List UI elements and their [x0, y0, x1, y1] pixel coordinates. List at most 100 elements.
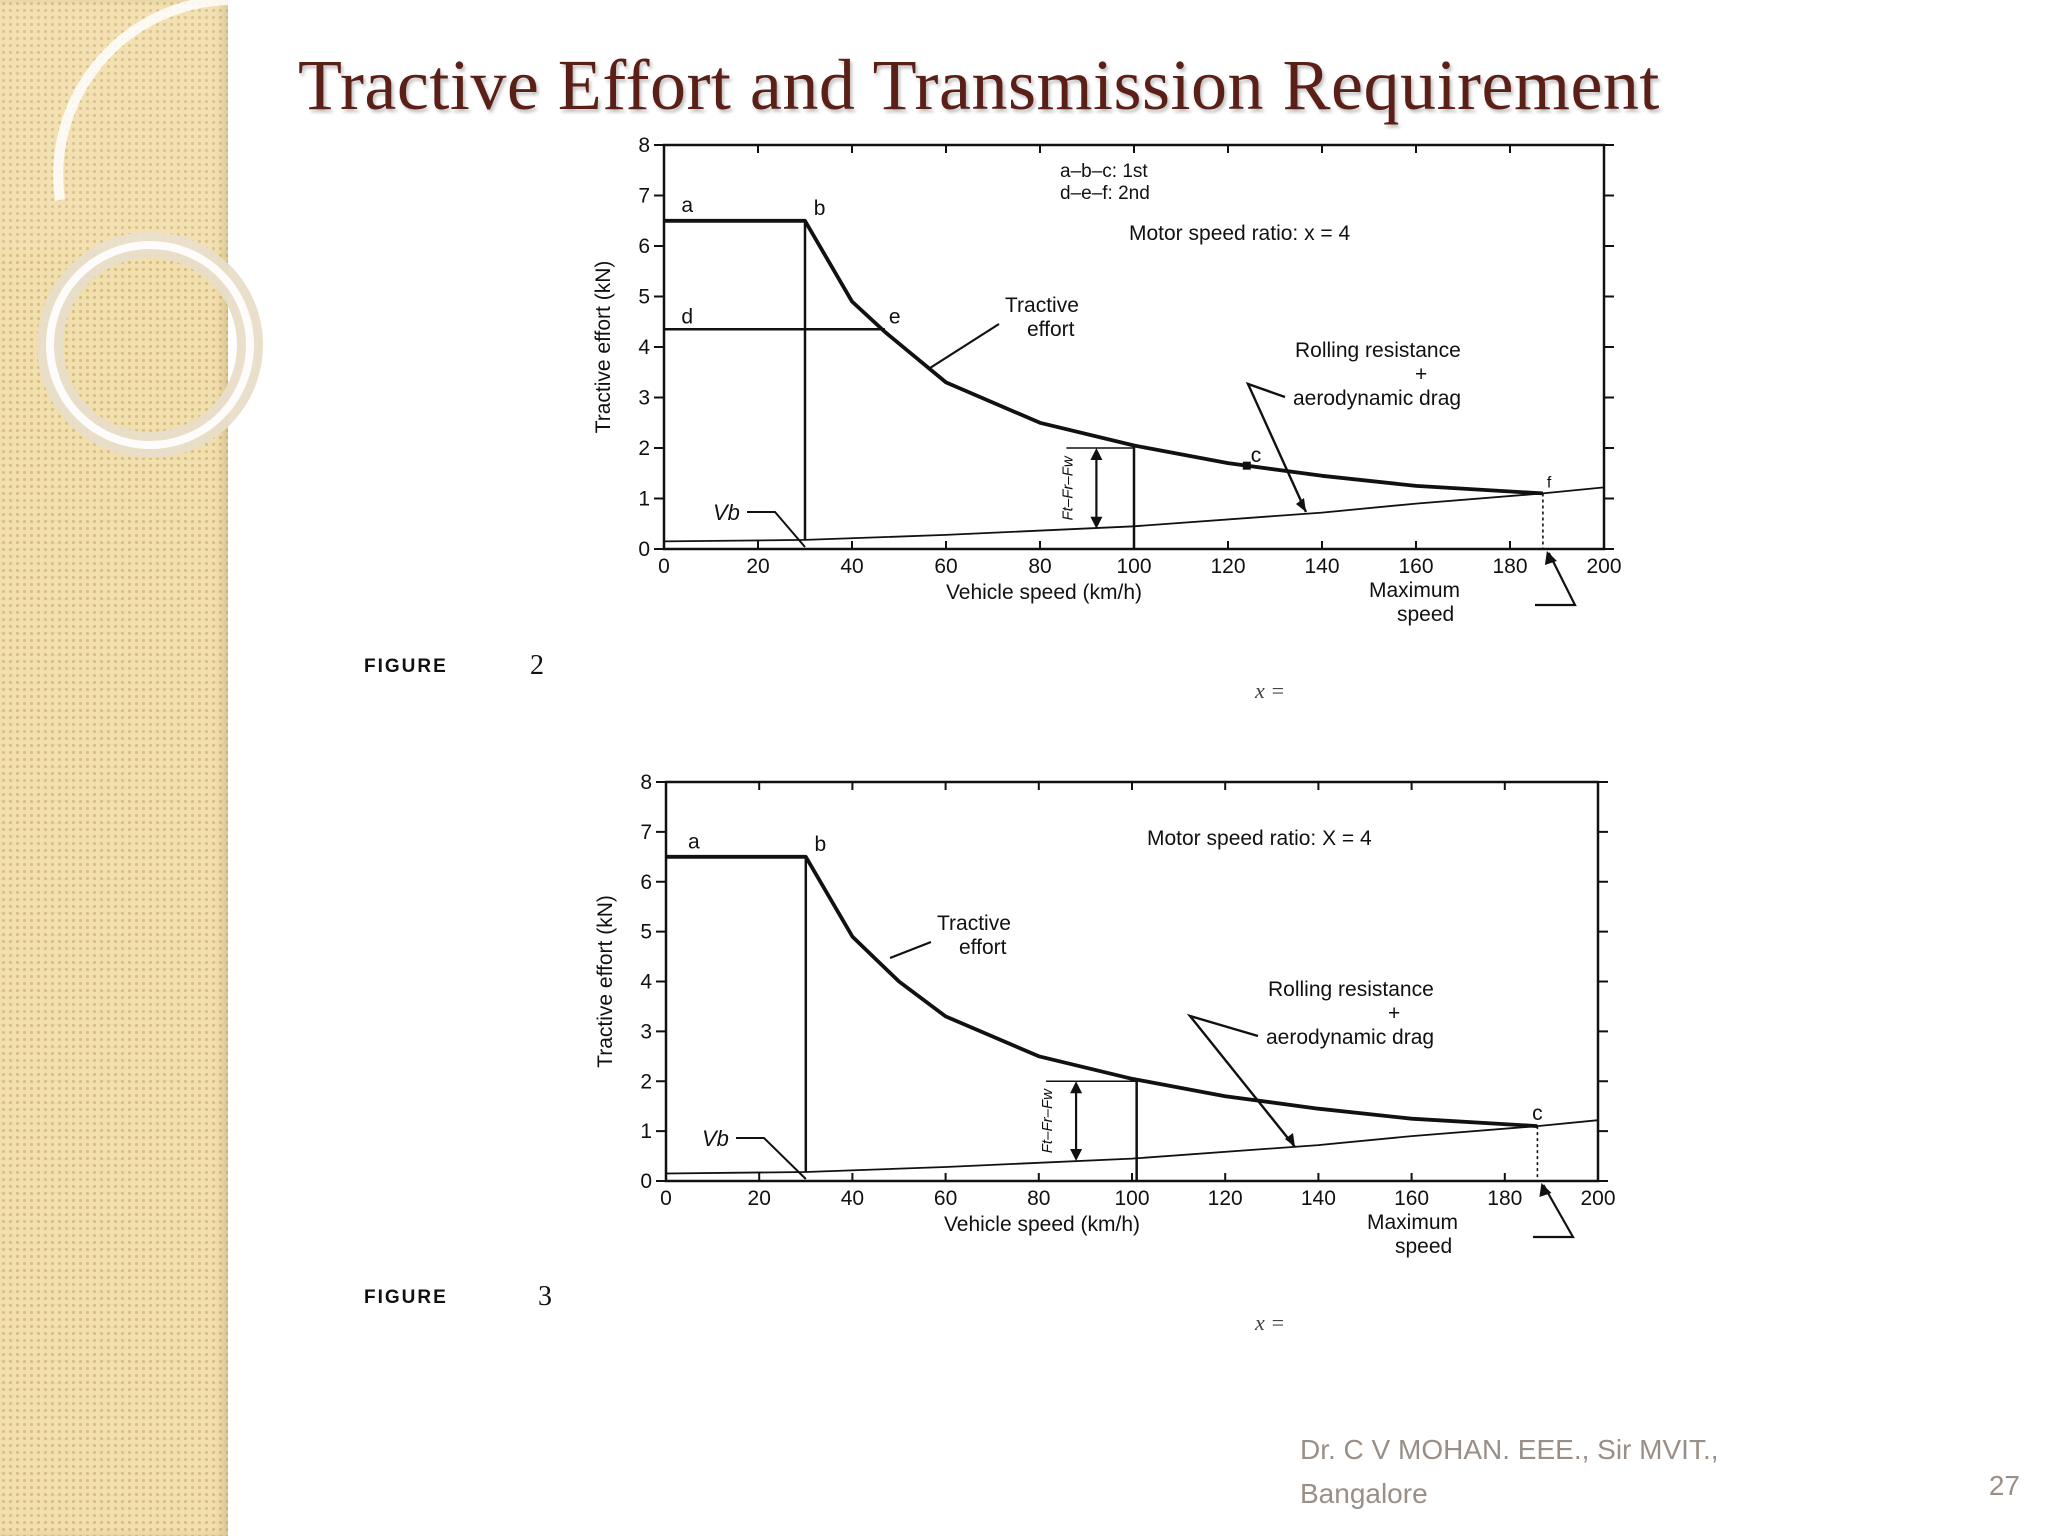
- max-speed-label-line-2: speed: [1397, 603, 1454, 626]
- max-speed-label-line-2: speed: [1395, 1235, 1452, 1258]
- max-speed-leader: [1533, 1184, 1575, 1239]
- vb-label: Vb: [702, 1126, 729, 1151]
- series-line-rolling-resistance-aerodynamic-drag: [665, 1119, 1599, 1175]
- x-tick-label: 20: [748, 1187, 771, 1210]
- figure-3-label: FIGURE: [364, 1287, 448, 1308]
- resistance-label-arrow: [1186, 1013, 1296, 1148]
- x-tick-label: 40: [841, 1187, 864, 1210]
- tractive-label-arrow: [889, 940, 932, 960]
- y-tick-label: 4: [640, 971, 652, 994]
- x-tick-label: 100: [1114, 1187, 1149, 1210]
- x-tick-label: 120: [1210, 555, 1245, 578]
- tractive-label-line-1: Tractive: [937, 912, 1011, 935]
- resistance-label-line-1: Rolling resistance: [1268, 978, 1434, 1001]
- slide-title: Tractive Effort and Transmission Require…: [298, 45, 1660, 125]
- y-tick-label: 5: [640, 921, 652, 944]
- y-tick-label: 2: [640, 1070, 652, 1093]
- x-tick-label: 80: [1027, 1187, 1050, 1210]
- figure-3-x-caption: x =: [1255, 1310, 1286, 1335]
- x-tick-label: 100: [1116, 555, 1151, 578]
- y-tick-label: 5: [638, 286, 650, 309]
- x-tick-label: 0: [658, 555, 670, 578]
- y-tick-label: 7: [640, 821, 652, 844]
- point-label-d: d: [681, 305, 693, 328]
- x-tick-label: 140: [1304, 555, 1339, 578]
- x-axis-label: Vehicle speed (km/h): [944, 1213, 1140, 1236]
- page-number: 27: [1988, 1470, 2020, 1501]
- x-tick-label: 120: [1208, 1187, 1243, 1210]
- x-tick-label: 40: [840, 555, 863, 578]
- x-axis-label: Vehicle speed (km/h): [946, 581, 1142, 604]
- figure-2-number: 2: [530, 650, 544, 681]
- figure-2-x-caption: x =: [1255, 678, 1286, 703]
- figure-2-label: FIGURE: [364, 656, 448, 677]
- dimension-arrowhead-up: [1090, 448, 1103, 460]
- resistance-label-line-3: aerodynamic drag: [1266, 1026, 1434, 1049]
- author-line-1: Dr. C V MOHAN. EEE., Sir MVIT.,: [1300, 1434, 1719, 1465]
- point-label-a: a: [688, 830, 700, 853]
- series-line-tractive-effort: [666, 854, 1538, 1128]
- resistance-label-line-2: +: [1388, 1002, 1400, 1025]
- point-label-b: b: [814, 197, 826, 220]
- y-tick-label: 8: [640, 771, 652, 794]
- y-axis-label: Tractive effort (kN): [592, 261, 615, 434]
- y-tick-label: 6: [638, 235, 650, 258]
- max-speed-arrowhead: [1539, 1183, 1552, 1197]
- x-tick-label: 60: [934, 1187, 957, 1210]
- figure-3-number: 3: [538, 1281, 552, 1312]
- tractive-label-line-2: effort: [959, 936, 1007, 959]
- y-tick-label: 3: [638, 387, 650, 410]
- tractive-label-line-2: effort: [1027, 318, 1075, 341]
- figure-3-chart: 0 20 40 60 80 100 120 140 160 180 200 0 1 2 3 4 5 6 7 8 Vehi…: [594, 771, 1616, 1258]
- sidebar-decoration: [0, 0, 320, 1536]
- y-tick-label: 8: [638, 134, 650, 157]
- dimension-arrowhead-up: [1070, 1081, 1083, 1094]
- force-label: Ft–Fr–Fw: [1059, 455, 1076, 520]
- force-label: Ft–Fr–Fw: [1039, 1088, 1056, 1153]
- y-tick-label: 0: [640, 1170, 652, 1193]
- max-speed-label-line-1: Maximum: [1369, 579, 1460, 602]
- x-tick-label: 180: [1492, 555, 1527, 578]
- max-speed-leader: [1535, 552, 1577, 607]
- resistance-label-line-3: aerodynamic drag: [1293, 387, 1461, 410]
- point-label-c: c: [1251, 444, 1262, 467]
- y-tick-label: 3: [640, 1020, 652, 1043]
- x-tick-label: 160: [1394, 1187, 1429, 1210]
- x-tick-label: 80: [1028, 555, 1051, 578]
- x-tick-label: 0: [660, 1187, 672, 1210]
- y-axis-label: Tractive effort (kN): [594, 895, 617, 1068]
- x-tick-label: 60: [934, 555, 957, 578]
- y-tick-label: 4: [638, 336, 650, 359]
- point-label-c: c: [1532, 1102, 1543, 1125]
- ring-ornament: [0, 0, 320, 458]
- vb-leader-line: [747, 511, 806, 548]
- vb-label: Vb: [713, 500, 740, 525]
- x-tick-label: 200: [1580, 1187, 1615, 1210]
- point-label-a: a: [681, 194, 693, 217]
- resistance-arrowhead: [1285, 1133, 1295, 1147]
- ratio-text: Motor speed ratio: X = 4: [1147, 827, 1372, 850]
- figure-2-chart: 0 20 40 60 80 100 120 140 160 180 200 0 1 2 3 4 5 6 7 8 Vehi…: [592, 134, 1622, 626]
- y-tick-label: 1: [638, 488, 650, 511]
- y-tick-label: 0: [638, 538, 650, 561]
- vb-leader-line: [736, 1137, 807, 1180]
- ratio-text: Motor speed ratio: x = 4: [1129, 222, 1351, 245]
- max-speed-arrowhead: [1544, 551, 1557, 565]
- max-speed-label-line-1: Maximum: [1367, 1211, 1458, 1234]
- series-line-rolling-resistance-aerodynamic-drag: [663, 486, 1605, 543]
- author-line-2: Bangalore: [1300, 1478, 1428, 1509]
- x-tick-label: 140: [1301, 1187, 1336, 1210]
- y-tick-label: 6: [640, 871, 652, 894]
- resistance-label-line-2: +: [1415, 363, 1427, 386]
- y-tick-label: 7: [638, 185, 650, 208]
- tractive-label-line-1: Tractive: [1005, 294, 1079, 317]
- series-line-tractive-effort: [664, 218, 1544, 496]
- legend-gear-1: a–b–c: 1st: [1060, 161, 1148, 182]
- resistance-label-arrow: [1245, 381, 1308, 513]
- x-tick-label: 180: [1487, 1187, 1522, 1210]
- resistance-label-line-1: Rolling resistance: [1295, 339, 1461, 362]
- dimension-arrowhead-down: [1070, 1149, 1083, 1162]
- point-c-marker: [1242, 461, 1251, 470]
- y-tick-label: 1: [640, 1120, 652, 1143]
- legend-gear-2: d–e–f: 2nd: [1060, 183, 1150, 204]
